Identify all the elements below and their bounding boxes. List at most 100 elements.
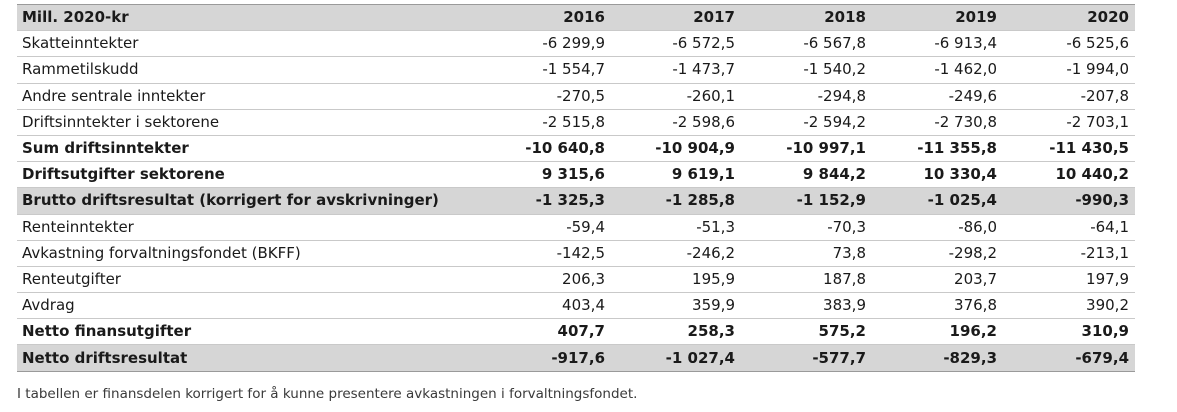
row-value-2020: -990,3 — [1003, 187, 1135, 215]
row-value-2017: -1 027,4 — [611, 344, 741, 372]
row-value-2018: 187,8 — [741, 266, 872, 294]
row-value-2016: -59,4 — [451, 214, 611, 241]
table-row: Brutto driftsresultat (korrigert for avs… — [17, 187, 1135, 215]
row-value-2017: 195,9 — [611, 266, 741, 294]
row-value-2018: 383,9 — [741, 292, 872, 320]
table-row: Avkastning forvaltningsfondet (BKFF) -142… — [17, 240, 1135, 267]
header-unit-label: Mill. 2020-kr — [17, 3, 451, 32]
row-value-2018: -577,7 — [741, 344, 872, 372]
row-value-2016: -142,5 — [451, 240, 611, 267]
row-value-2016: -2 515,8 — [451, 109, 611, 136]
header-year-2018: 2018 — [741, 3, 872, 32]
table-header-row: Mill. 2020-kr 2016 2017 2018 2019 2020 — [17, 3, 1135, 32]
row-value-2018: -10 997,1 — [741, 135, 872, 163]
table-row: Renteutgifter 206,3 195,9 187,8 203,7 197,9 — [17, 266, 1135, 294]
table-row: Sum driftsinntekter -10 640,8 -10 904,9 -10… — [17, 135, 1135, 163]
row-label: Avkastning forvaltningsfondet (BKFF) — [17, 240, 451, 267]
row-label: Brutto driftsresultat (korrigert for avs… — [17, 187, 451, 215]
table-row: Netto driftsresultat -917,6 -1 027,4 -577,7… — [17, 344, 1135, 372]
row-value-2019: 203,7 — [872, 266, 1003, 294]
row-label: Driftsutgifter sektorene — [17, 161, 451, 189]
budget-table: Mill. 2020-kr 2016 2017 2018 2019 2020 S… — [17, 3, 1135, 372]
header-year-2019: 2019 — [872, 3, 1003, 32]
row-value-2016: -270,5 — [451, 83, 611, 110]
row-value-2016: 403,4 — [451, 292, 611, 320]
row-label: Skatteinntekter — [17, 30, 451, 58]
row-value-2019: 376,8 — [872, 292, 1003, 320]
table-row: Avdrag 403,4 359,9 383,9 376,8 390,2 — [17, 292, 1135, 320]
table-row: Skatteinntekter -6 299,9 -6 572,5 -6 567,8-… — [17, 30, 1135, 58]
row-value-2019: -86,0 — [872, 214, 1003, 241]
row-label: Renteinntekter — [17, 214, 451, 241]
table-row: Driftsinntekter i sektorene -2 515,8 -2 59… — [17, 109, 1135, 136]
row-value-2018: 575,2 — [741, 318, 872, 346]
budget-table-body: Mill. 2020-kr 2016 2017 2018 2019 2020 S… — [17, 3, 1135, 372]
row-value-2018: -70,3 — [741, 214, 872, 241]
row-value-2016: 407,7 — [451, 318, 611, 346]
row-value-2020: -679,4 — [1003, 344, 1135, 372]
table-row: Driftsutgifter sektorene 9 315,6 9 619,1 9 … — [17, 161, 1135, 189]
row-value-2020: -213,1 — [1003, 240, 1135, 267]
row-value-2020: 310,9 — [1003, 318, 1135, 346]
row-value-2019: 196,2 — [872, 318, 1003, 346]
header-year-2020: 2020 — [1003, 3, 1135, 32]
row-value-2019: -11 355,8 — [872, 135, 1003, 163]
row-value-2018: -1 540,2 — [741, 56, 872, 84]
row-value-2018: 9 844,2 — [741, 161, 872, 189]
row-label: Andre sentrale inntekter — [17, 83, 451, 110]
row-value-2017: 9 619,1 — [611, 161, 741, 189]
row-value-2016: -1 325,3 — [451, 187, 611, 215]
row-value-2017: 359,9 — [611, 292, 741, 320]
row-label: Renteutgifter — [17, 266, 451, 294]
row-value-2020: -1 994,0 — [1003, 56, 1135, 84]
row-value-2017: -1 285,8 — [611, 187, 741, 215]
row-value-2019: -829,3 — [872, 344, 1003, 372]
row-label: Sum driftsinntekter — [17, 135, 451, 163]
table-row: Rammetilskudd -1 554,7 -1 473,7 -1 540,2 -1 … — [17, 56, 1135, 84]
row-value-2019: -6 913,4 — [872, 30, 1003, 58]
row-value-2018: 73,8 — [741, 240, 872, 267]
row-value-2017: -246,2 — [611, 240, 741, 267]
row-value-2017: -1 473,7 — [611, 56, 741, 84]
row-value-2020: 197,9 — [1003, 266, 1135, 294]
row-value-2020: 390,2 — [1003, 292, 1135, 320]
row-label: Avdrag — [17, 292, 451, 320]
table-row: Renteinntekter -59,4 -51,3 -70,3 -86,0 -64,1 — [17, 214, 1135, 241]
row-value-2019: -249,6 — [872, 83, 1003, 110]
row-value-2018: -6 567,8 — [741, 30, 872, 58]
row-value-2019: -1 025,4 — [872, 187, 1003, 215]
row-label: Rammetilskudd — [17, 56, 451, 84]
row-value-2020: -207,8 — [1003, 83, 1135, 110]
header-year-2017: 2017 — [611, 3, 741, 32]
row-value-2017: -2 598,6 — [611, 109, 741, 136]
row-value-2019: -2 730,8 — [872, 109, 1003, 136]
row-value-2018: -294,8 — [741, 83, 872, 110]
row-value-2020: 10 440,2 — [1003, 161, 1135, 189]
row-value-2017: -51,3 — [611, 214, 741, 241]
row-label: Driftsinntekter i sektorene — [17, 109, 451, 136]
row-value-2016: 9 315,6 — [451, 161, 611, 189]
row-label: Netto finansutgifter — [17, 318, 451, 346]
row-value-2016: -1 554,7 — [451, 56, 611, 84]
row-value-2019: 10 330,4 — [872, 161, 1003, 189]
row-value-2019: -1 462,0 — [872, 56, 1003, 84]
row-value-2020: -11 430,5 — [1003, 135, 1135, 163]
row-value-2018: -2 594,2 — [741, 109, 872, 136]
row-value-2017: 258,3 — [611, 318, 741, 346]
row-value-2020: -6 525,6 — [1003, 30, 1135, 58]
row-value-2017: -10 904,9 — [611, 135, 741, 163]
row-value-2016: -917,6 — [451, 344, 611, 372]
table-footnote: I tabellen er finansdelen korrigert for … — [17, 386, 638, 402]
row-value-2016: -10 640,8 — [451, 135, 611, 163]
row-value-2019: -298,2 — [872, 240, 1003, 267]
table-row: Andre sentrale inntekter -270,5 -260,1 -294… — [17, 83, 1135, 110]
row-value-2017: -6 572,5 — [611, 30, 741, 58]
row-value-2016: 206,3 — [451, 266, 611, 294]
row-value-2020: -64,1 — [1003, 214, 1135, 241]
row-value-2018: -1 152,9 — [741, 187, 872, 215]
row-label: Netto driftsresultat — [17, 344, 451, 372]
table-row: Netto finansutgifter 407,7 258,3 575,2 196,2… — [17, 318, 1135, 346]
row-value-2016: -6 299,9 — [451, 30, 611, 58]
header-year-2016: 2016 — [451, 3, 611, 32]
row-value-2017: -260,1 — [611, 83, 741, 110]
